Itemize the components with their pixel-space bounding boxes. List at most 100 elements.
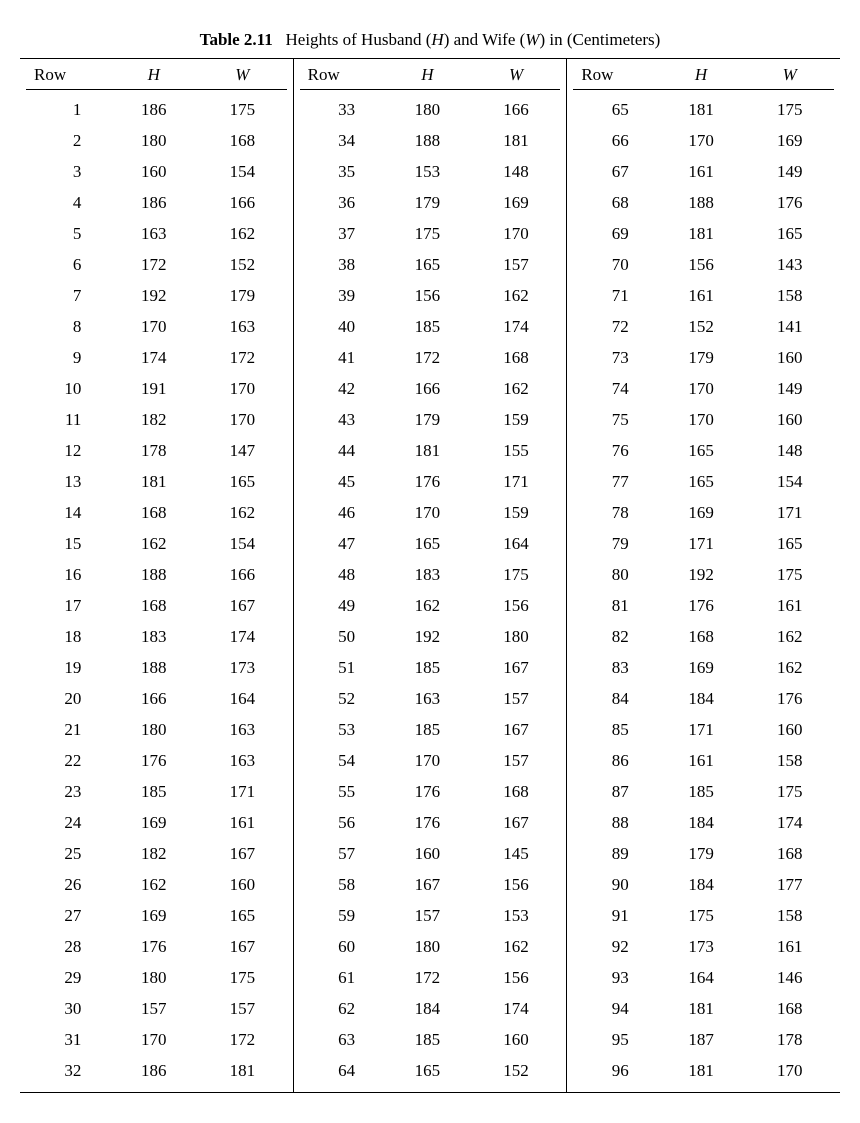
cell-h: 171: [657, 529, 746, 560]
table-row: 5163162: [26, 219, 287, 250]
cell-h: 173: [657, 932, 746, 963]
cell-h: 156: [383, 281, 472, 312]
cell-w: 170: [472, 219, 561, 250]
cell-w: 152: [198, 250, 287, 281]
cell-w: 175: [198, 963, 287, 994]
cell-row: 9: [26, 343, 109, 374]
cell-w: 149: [745, 157, 834, 188]
cell-row: 48: [300, 560, 383, 591]
table-row: 35153148: [300, 157, 561, 188]
table-row: 66170169: [573, 126, 834, 157]
cell-h: 175: [657, 901, 746, 932]
cell-row: 59: [300, 901, 383, 932]
cell-w: 155: [472, 436, 561, 467]
table-row: 19188173: [26, 653, 287, 684]
cell-row: 89: [573, 839, 656, 870]
cell-w: 158: [745, 281, 834, 312]
cell-row: 58: [300, 870, 383, 901]
cell-h: 178: [109, 436, 198, 467]
cell-row: 43: [300, 405, 383, 436]
cell-row: 62: [300, 994, 383, 1025]
cell-h: 156: [657, 250, 746, 281]
cell-w: 146: [745, 963, 834, 994]
cell-w: 158: [745, 746, 834, 777]
cell-w: 162: [198, 219, 287, 250]
cell-row: 28: [26, 932, 109, 963]
col-header-w: W: [472, 59, 561, 90]
table-row: 15162154: [26, 529, 287, 560]
caption-H: H: [431, 30, 443, 49]
col-header-w: W: [198, 59, 287, 90]
cell-h: 181: [109, 467, 198, 498]
cell-h: 192: [657, 560, 746, 591]
table-row: 12178147: [26, 436, 287, 467]
caption-text-3: ) in (Centimeters): [539, 30, 660, 49]
cell-w: 180: [472, 622, 561, 653]
cell-w: 172: [198, 1025, 287, 1056]
cell-h: 174: [109, 343, 198, 374]
cell-row: 35: [300, 157, 383, 188]
table-row: 81176161: [573, 591, 834, 622]
cell-h: 160: [383, 839, 472, 870]
caption-W: W: [525, 30, 539, 49]
cell-w: 167: [198, 591, 287, 622]
cell-w: 159: [472, 405, 561, 436]
cell-row: 12: [26, 436, 109, 467]
cell-h: 167: [383, 870, 472, 901]
table-row: 21180163: [26, 715, 287, 746]
table-row: 56176167: [300, 808, 561, 839]
cell-row: 33: [300, 90, 383, 126]
table-row: 62184174: [300, 994, 561, 1025]
cell-w: 163: [198, 312, 287, 343]
cell-h: 181: [657, 90, 746, 126]
table-row: 4186166: [26, 188, 287, 219]
table-row: 30157157: [26, 994, 287, 1025]
table-row: 11182170: [26, 405, 287, 436]
cell-w: 156: [472, 870, 561, 901]
cell-w: 170: [198, 374, 287, 405]
cell-row: 73: [573, 343, 656, 374]
cell-w: 157: [472, 250, 561, 281]
cell-row: 6: [26, 250, 109, 281]
cell-h: 186: [109, 188, 198, 219]
table-row: 14168162: [26, 498, 287, 529]
cell-w: 171: [745, 498, 834, 529]
cell-w: 170: [198, 405, 287, 436]
cell-w: 174: [472, 994, 561, 1025]
cell-row: 61: [300, 963, 383, 994]
cell-h: 162: [109, 529, 198, 560]
cell-h: 186: [109, 90, 198, 126]
cell-row: 30: [26, 994, 109, 1025]
cell-w: 162: [198, 498, 287, 529]
table-row: 40185174: [300, 312, 561, 343]
cell-row: 23: [26, 777, 109, 808]
cell-h: 185: [383, 1025, 472, 1056]
cell-h: 187: [657, 1025, 746, 1056]
col-header-row: Row: [573, 59, 656, 90]
cell-row: 69: [573, 219, 656, 250]
cell-row: 40: [300, 312, 383, 343]
cell-h: 188: [109, 653, 198, 684]
table-row: 31170172: [26, 1025, 287, 1056]
cell-row: 10: [26, 374, 109, 405]
cell-w: 148: [472, 157, 561, 188]
cell-row: 66: [573, 126, 656, 157]
cell-w: 154: [198, 529, 287, 560]
cell-w: 175: [745, 90, 834, 126]
cell-h: 182: [109, 405, 198, 436]
cell-w: 169: [745, 126, 834, 157]
cell-row: 42: [300, 374, 383, 405]
table-row: 3160154: [26, 157, 287, 188]
cell-w: 141: [745, 312, 834, 343]
cell-row: 71: [573, 281, 656, 312]
cell-h: 181: [657, 994, 746, 1025]
cell-w: 154: [745, 467, 834, 498]
table-row: 85171160: [573, 715, 834, 746]
cell-w: 166: [472, 90, 561, 126]
table-row: 26162160: [26, 870, 287, 901]
cell-row: 92: [573, 932, 656, 963]
cell-row: 68: [573, 188, 656, 219]
cell-w: 158: [745, 901, 834, 932]
cell-w: 175: [472, 560, 561, 591]
cell-w: 145: [472, 839, 561, 870]
